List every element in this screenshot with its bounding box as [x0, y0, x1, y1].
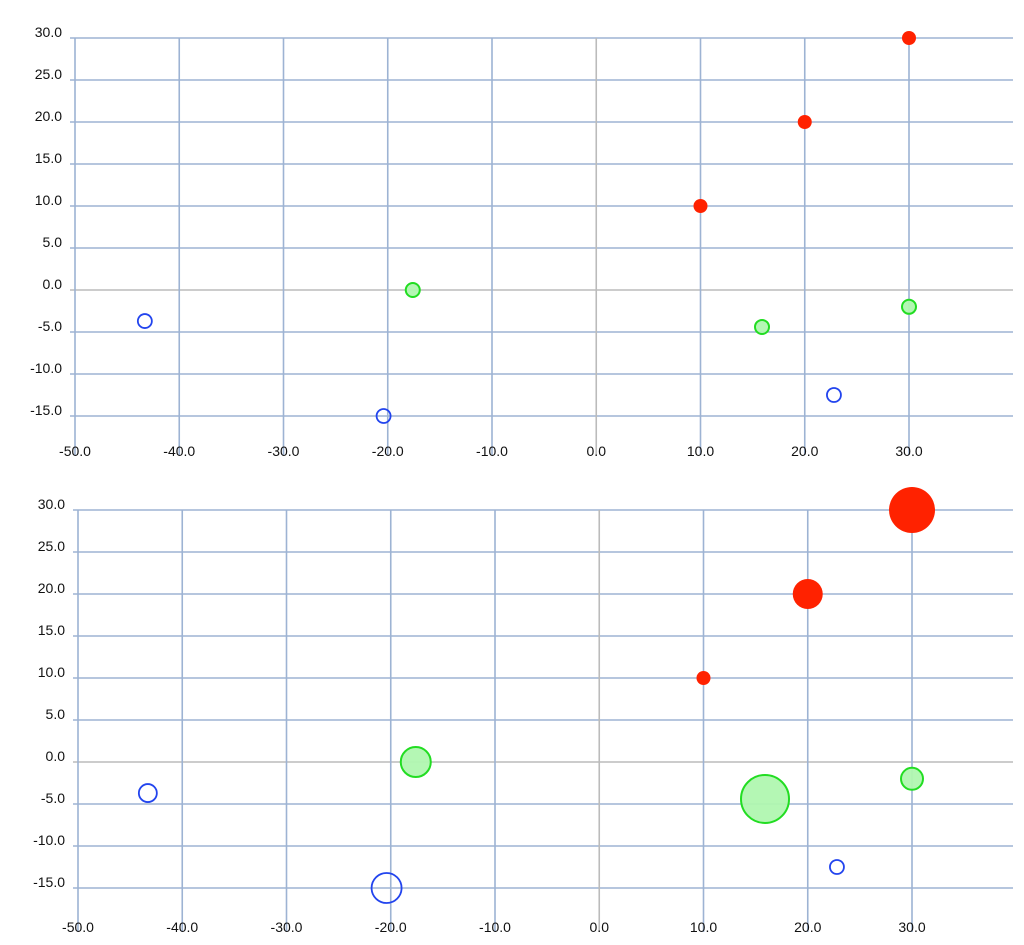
data-point-blue[interactable]: [137, 783, 158, 803]
x-tick-label: 30.0: [898, 919, 925, 935]
x-tick-label: -30.0: [271, 919, 303, 935]
series-green: [399, 746, 924, 824]
data-point-blue[interactable]: [136, 313, 153, 329]
x-tick-label: -40.0: [166, 919, 198, 935]
y-tick-label: -15.0: [30, 402, 62, 418]
data-point-red[interactable]: [693, 199, 708, 213]
series-blue: [136, 313, 842, 424]
y-tick-label: -15.0: [33, 874, 65, 890]
y-tick-label: 25.0: [35, 66, 62, 82]
y-tick-label: 10.0: [38, 664, 65, 680]
data-point-green[interactable]: [900, 766, 924, 791]
y-tick-label: 20.0: [35, 108, 62, 124]
data-point-blue[interactable]: [829, 859, 845, 875]
series-red: [696, 487, 935, 685]
data-point-green[interactable]: [754, 318, 771, 335]
y-tick-label: -5.0: [38, 318, 62, 334]
y-tick-label: 10.0: [35, 192, 62, 208]
y-tick-label: -5.0: [41, 790, 65, 806]
data-point-red[interactable]: [792, 579, 823, 609]
x-tick-label: -50.0: [62, 919, 94, 935]
x-tick-label: 20.0: [791, 443, 818, 459]
y-tick-label: 0.0: [46, 748, 66, 764]
scatter-chart-top: 30.0 25.0 20.0 15.0 10.0 5.0 0.0 -5.0 -10.0 -15.0…: [30, 24, 1013, 459]
x-tick-label: 0.0: [590, 919, 610, 935]
series-green: [404, 282, 917, 335]
y-tick-label: 30.0: [35, 24, 62, 40]
x-tick-label: 10.0: [687, 443, 714, 459]
x-tick-label: 30.0: [895, 443, 922, 459]
y-tick-label: -10.0: [30, 360, 62, 376]
data-point-red[interactable]: [902, 31, 916, 45]
x-tick-label: -50.0: [59, 443, 91, 459]
x-tick-label: -20.0: [372, 443, 404, 459]
x-tick-label: -40.0: [163, 443, 195, 459]
y-tick-label: -10.0: [33, 832, 65, 848]
x-tick-label: -10.0: [476, 443, 508, 459]
y-tick-label: 25.0: [38, 538, 65, 554]
data-point-blue[interactable]: [370, 872, 403, 904]
data-point-red[interactable]: [696, 671, 711, 685]
series-blue: [137, 783, 845, 904]
x-tick-label: -10.0: [479, 919, 511, 935]
data-point-green[interactable]: [901, 298, 917, 315]
x-tick-label: 20.0: [794, 919, 821, 935]
grid: [73, 509, 1013, 932]
y-tick-label: 15.0: [38, 622, 65, 638]
bubble-chart-bottom: 30.0 25.0 20.0 15.0 10.0 5.0 0.0 -5.0 -10.0 -15.0…: [33, 487, 1013, 935]
data-point-green[interactable]: [740, 773, 791, 824]
y-tick-label: 0.0: [43, 276, 63, 292]
y-tick-label: 30.0: [38, 496, 65, 512]
data-point-blue[interactable]: [375, 408, 392, 424]
x-tick-label: 0.0: [587, 443, 607, 459]
x-tick-label: -30.0: [268, 443, 300, 459]
y-tick-label: 5.0: [46, 706, 66, 722]
data-point-red[interactable]: [889, 487, 935, 533]
y-tick-label: 15.0: [35, 150, 62, 166]
data-point-green[interactable]: [404, 282, 421, 298]
data-point-red[interactable]: [797, 115, 812, 129]
data-point-blue[interactable]: [826, 387, 842, 403]
x-tick-label: -20.0: [375, 919, 407, 935]
grid: [70, 37, 1013, 455]
x-tick-label: 10.0: [690, 919, 717, 935]
series-red: [693, 31, 916, 213]
y-tick-label: 5.0: [43, 234, 63, 250]
data-point-green[interactable]: [399, 746, 432, 778]
y-tick-label: 20.0: [38, 580, 65, 596]
